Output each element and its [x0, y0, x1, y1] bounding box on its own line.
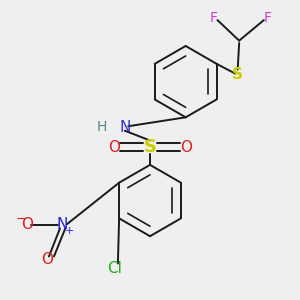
Text: O: O: [41, 253, 53, 268]
Text: O: O: [21, 218, 33, 232]
Text: H: H: [97, 120, 107, 134]
Text: N: N: [119, 120, 130, 135]
Text: F: F: [210, 11, 218, 25]
Text: −: −: [16, 213, 26, 226]
Text: F: F: [263, 11, 272, 25]
Text: Cl: Cl: [107, 261, 122, 276]
Text: +: +: [64, 226, 74, 236]
Text: N: N: [57, 218, 68, 232]
Text: O: O: [180, 140, 192, 154]
Text: S: S: [232, 67, 243, 82]
Text: O: O: [108, 140, 120, 154]
Text: S: S: [143, 138, 157, 156]
